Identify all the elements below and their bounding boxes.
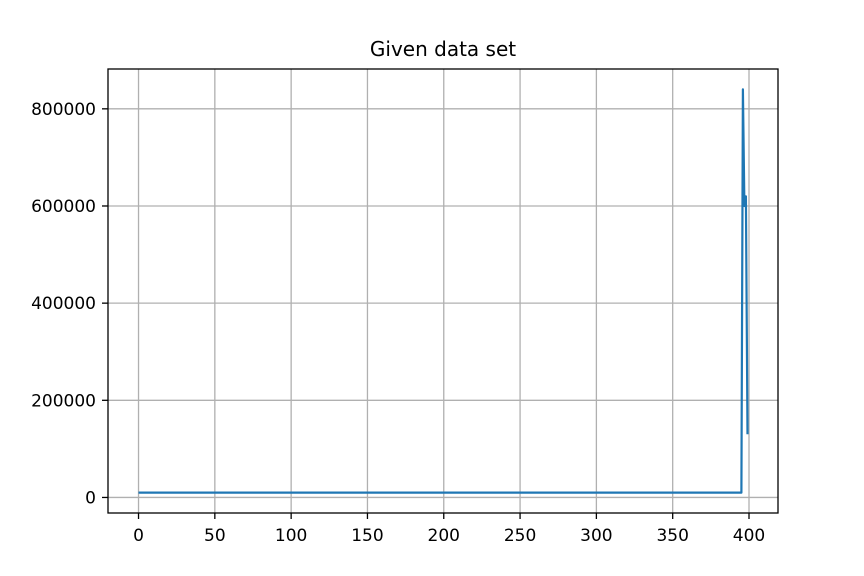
x-tick-label: 100 (275, 526, 307, 546)
x-axis: 0 50 100 150 200 250 300 350 400 (133, 513, 765, 546)
y-tick-label: 400000 (31, 294, 96, 314)
x-tick-label: 350 (656, 526, 688, 546)
y-tick-label: 600000 (31, 197, 96, 217)
x-tick-label: 150 (351, 526, 383, 546)
plot-frame (107, 68, 779, 514)
y-tick-label: 200000 (31, 391, 96, 411)
x-tick-label: 250 (504, 526, 536, 546)
series-layer (138, 88, 749, 494)
y-axis: 0 200000 400000 600000 800000 (31, 100, 108, 508)
x-tick-label: 300 (580, 526, 612, 546)
x-tick-label: 400 (733, 526, 765, 546)
x-tick-label: 0 (133, 526, 144, 546)
y-tick-label: 800000 (31, 100, 96, 120)
x-tick-label: 200 (428, 526, 460, 546)
chart-title: Given data set (370, 37, 516, 61)
series-line (138, 88, 749, 494)
grid-lines (108, 69, 778, 513)
y-tick-label: 0 (85, 488, 96, 508)
x-tick-label: 50 (204, 526, 226, 546)
